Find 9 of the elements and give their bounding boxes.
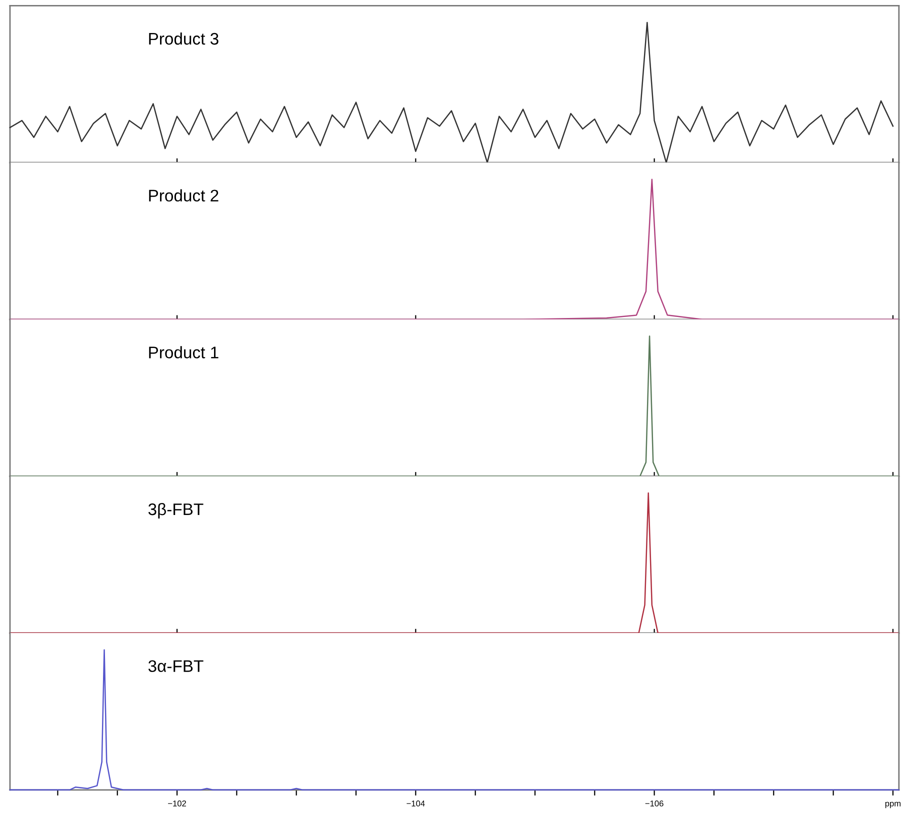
text: Product 3 <box>149 32 218 45</box>
text: 3β-FBT <box>148 502 204 518</box>
x-tick-label: −106 <box>645 800 664 806</box>
text: Product 1 <box>149 346 218 358</box>
x-tick-label: ppm <box>885 802 901 808</box>
text: 3α-FBT <box>148 660 204 672</box>
x-tick-label: −102 <box>168 800 186 806</box>
x-tick-label: −104 <box>406 800 425 806</box>
text: Product 2 <box>149 189 218 202</box>
